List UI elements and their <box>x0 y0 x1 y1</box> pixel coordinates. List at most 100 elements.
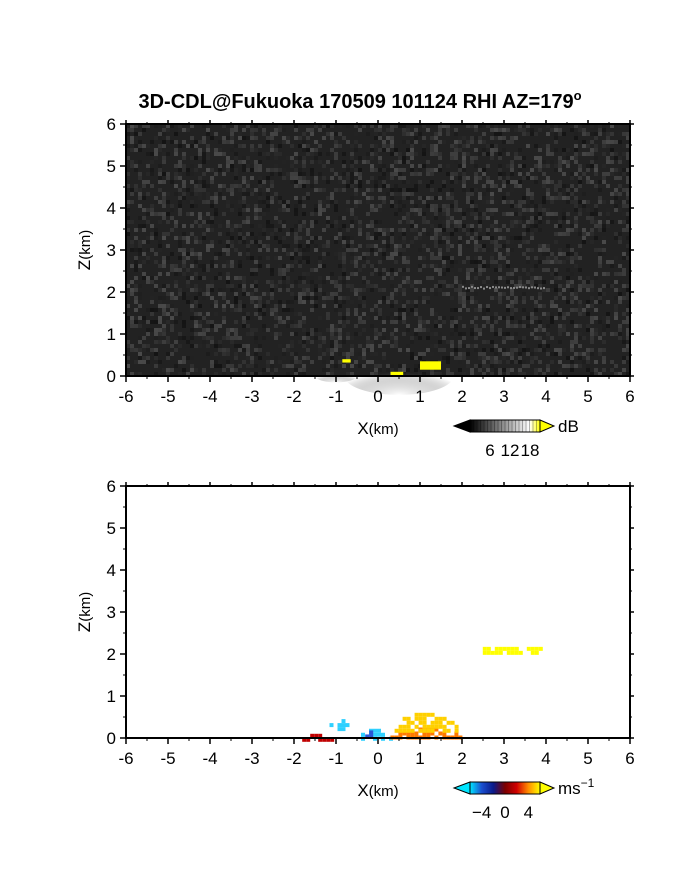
noise-cell <box>614 288 618 292</box>
noise-cell <box>418 280 422 284</box>
noise-cell <box>506 272 510 276</box>
noise-cell <box>462 280 466 284</box>
noise-cell <box>498 356 502 360</box>
velocity-cell <box>398 728 403 733</box>
noise-cell <box>174 348 178 352</box>
noise-cell <box>294 368 298 372</box>
noise-cell <box>178 360 182 364</box>
noise-cell <box>606 208 610 212</box>
noise-cell <box>242 180 246 184</box>
velocity-cell <box>322 737 327 742</box>
noise-cell <box>322 368 326 372</box>
noise-cell <box>410 224 414 228</box>
noise-cell <box>302 316 306 320</box>
noise-cell <box>602 356 606 360</box>
noise-cell <box>366 236 370 240</box>
noise-cell <box>154 212 158 216</box>
noise-cell <box>482 360 486 364</box>
noise-cell <box>590 148 594 152</box>
noise-cell <box>426 260 430 264</box>
noise-cell <box>406 140 410 144</box>
noise-cell <box>434 284 438 288</box>
noise-cell <box>194 184 198 188</box>
noise-cell <box>414 172 418 176</box>
noise-cell <box>334 300 338 304</box>
noise-cell <box>626 188 630 192</box>
noise-cell <box>146 276 150 280</box>
noise-cell <box>538 148 542 152</box>
noise-cell <box>362 304 366 308</box>
noise-cell <box>458 184 462 188</box>
noise-cell <box>466 208 470 212</box>
noise-cell <box>518 184 522 188</box>
noise-cell <box>330 292 334 296</box>
noise-cell <box>346 356 350 360</box>
noise-cell <box>210 148 214 152</box>
noise-cell <box>590 320 594 324</box>
noise-cell <box>554 212 558 216</box>
noise-cell <box>294 208 298 212</box>
noise-cell <box>442 228 446 232</box>
noise-cell <box>474 328 478 332</box>
velocity-cell <box>438 724 443 729</box>
noise-cell <box>582 144 586 148</box>
noise-cell <box>174 236 178 240</box>
noise-cell <box>502 356 506 360</box>
noise-cell <box>514 156 518 160</box>
noise-cell <box>338 216 342 220</box>
noise-cell <box>394 148 398 152</box>
noise-cell <box>294 140 298 144</box>
noise-cell <box>602 332 606 336</box>
noise-cell <box>626 204 630 208</box>
noise-cell <box>298 236 302 240</box>
noise-cell <box>294 180 298 184</box>
noise-cell <box>562 160 566 164</box>
noise-cell <box>526 208 530 212</box>
noise-cell <box>286 276 290 280</box>
noise-cell <box>478 196 482 200</box>
noise-cell <box>454 156 458 160</box>
noise-cell <box>206 284 210 288</box>
noise-cell <box>342 176 346 180</box>
velocity-cell <box>373 732 377 737</box>
noise-cell <box>454 320 458 324</box>
noise-cell <box>602 368 606 372</box>
noise-cell <box>262 244 266 248</box>
noise-cell <box>218 252 222 256</box>
noise-cell <box>510 300 514 304</box>
noise-cell <box>306 288 310 292</box>
noise-cell <box>250 132 254 136</box>
noise-cell <box>394 188 398 192</box>
reflectivity-heatmap <box>126 124 630 395</box>
noise-cell <box>186 256 190 260</box>
layer-cell <box>492 285 494 288</box>
noise-cell <box>618 236 622 240</box>
noise-cell <box>582 228 586 232</box>
noise-cell <box>522 200 526 204</box>
noise-cell <box>446 256 450 260</box>
noise-cell <box>382 328 386 332</box>
noise-cell <box>270 184 274 188</box>
noise-cell <box>542 312 546 316</box>
noise-cell <box>166 320 170 324</box>
noise-cell <box>266 256 270 260</box>
reflectivity-x-axis-label: X(km) <box>357 419 398 438</box>
noise-cell <box>338 132 342 136</box>
noise-cell <box>338 228 342 232</box>
noise-cell <box>290 252 294 256</box>
noise-cell <box>582 152 586 156</box>
noise-cell <box>590 296 594 300</box>
noise-cell <box>390 256 394 260</box>
noise-cell <box>150 184 154 188</box>
noise-cell <box>522 232 526 236</box>
noise-cell <box>246 164 250 168</box>
noise-cell <box>262 212 266 216</box>
noise-cell <box>490 184 494 188</box>
noise-cell <box>382 324 386 328</box>
noise-cell <box>386 296 390 300</box>
noise-cell <box>478 256 482 260</box>
noise-cell <box>490 208 494 212</box>
noise-cell <box>278 332 282 336</box>
noise-cell <box>234 336 238 340</box>
noise-cell <box>306 332 310 336</box>
